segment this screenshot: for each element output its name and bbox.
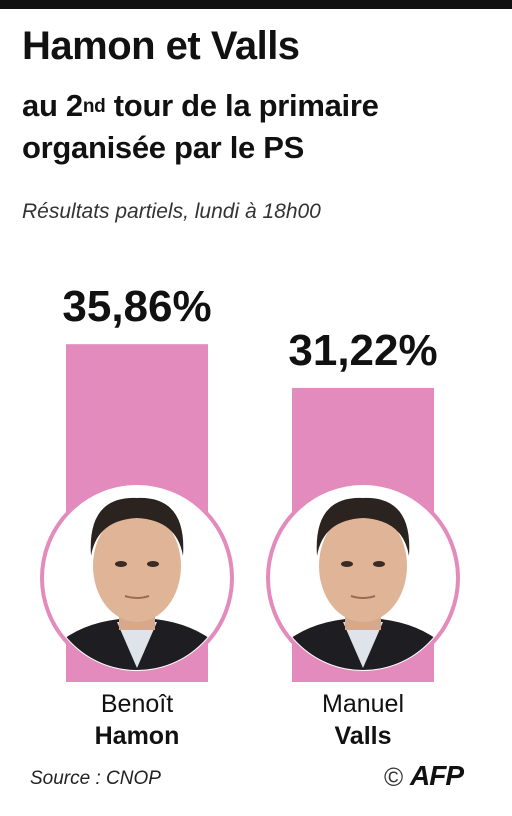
last-name: Valls — [334, 722, 392, 750]
chart-subtitle-line2: organisée par le PS — [22, 130, 305, 165]
value-label-hamon: 35,86% — [62, 282, 212, 332]
value-label-valls: 31,22% — [288, 325, 438, 375]
first-name: Benoît — [100, 690, 174, 718]
first-name: Manuel — [322, 690, 404, 718]
top-rule — [0, 0, 512, 9]
source-credit: Source : CNOP — [30, 768, 161, 789]
last-name: Hamon — [94, 722, 180, 750]
chart-title: Hamon et Valls — [22, 24, 300, 68]
copyright-icon: © — [384, 762, 404, 792]
candidate-name-valls: Manuel Valls — [263, 688, 463, 752]
afp-logo: AFP — [410, 760, 464, 791]
chart-subtitle-line1: au 2nd tour de la primaire — [22, 88, 379, 123]
results-note: Résultats partiels, lundi à 18h00 — [22, 200, 321, 223]
candidate-name-hamon: Benoît Hamon — [37, 688, 237, 752]
portrait-valls — [266, 481, 460, 675]
portrait-hamon — [40, 481, 234, 675]
